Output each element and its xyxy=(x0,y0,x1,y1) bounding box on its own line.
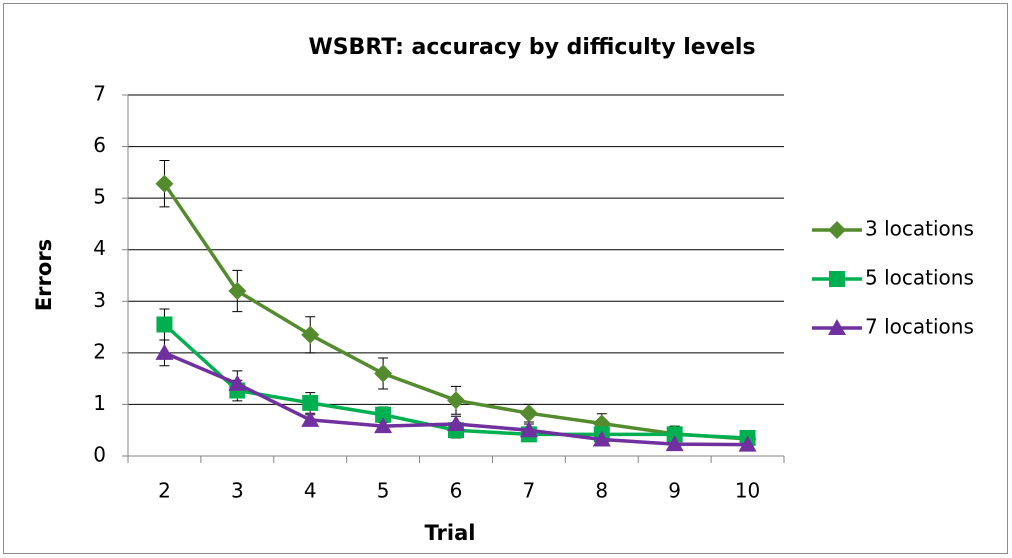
chart-title: WSBRT: accuracy by difficulty levels xyxy=(308,35,755,60)
y-tick-label: 0 xyxy=(93,443,106,467)
x-tick-label: 9 xyxy=(668,479,681,503)
y-tick-label: 2 xyxy=(93,339,106,363)
data-point xyxy=(592,430,611,447)
legend-label: 5 locations xyxy=(865,266,974,290)
legend-marker xyxy=(828,319,846,335)
data-point xyxy=(666,426,683,443)
legend-label: 3 locations xyxy=(865,217,974,241)
data-point xyxy=(301,410,320,427)
x-tick-label: 6 xyxy=(450,479,463,503)
x-tick-label: 4 xyxy=(304,479,317,503)
data-point xyxy=(665,435,684,452)
legend-label: 7 locations xyxy=(865,315,974,339)
y-tick-label: 7 xyxy=(93,82,106,106)
y-tick-label: 4 xyxy=(93,236,106,260)
legend-marker xyxy=(828,221,846,239)
data-point xyxy=(519,404,538,423)
x-tick-label: 3 xyxy=(231,479,244,503)
data-point xyxy=(155,174,174,193)
data-point xyxy=(228,281,247,300)
x-tick-label: 10 xyxy=(735,479,760,503)
data-point xyxy=(228,374,247,391)
x-tick-label: 5 xyxy=(377,479,390,503)
y-tick-label: 5 xyxy=(93,185,106,209)
x-tick-label: 7 xyxy=(523,479,536,503)
data-point xyxy=(156,316,173,333)
data-point xyxy=(301,325,320,344)
x-tick-label: 8 xyxy=(595,479,608,503)
x-axis-title: Trial xyxy=(425,521,476,545)
legend-marker xyxy=(829,271,845,287)
x-tick-label: 2 xyxy=(158,479,171,503)
data-point xyxy=(155,343,174,360)
data-point xyxy=(519,421,538,438)
data-point xyxy=(374,417,393,434)
data-point xyxy=(375,406,392,423)
data-point xyxy=(738,435,757,452)
data-point xyxy=(447,391,465,410)
y-tick-label: 6 xyxy=(93,133,106,157)
y-tick-label: 3 xyxy=(93,288,106,312)
data-point xyxy=(447,415,465,432)
y-axis-title: Errors xyxy=(32,239,56,311)
data-point xyxy=(374,364,393,383)
data-point xyxy=(302,394,319,411)
y-tick-label: 1 xyxy=(93,391,106,415)
